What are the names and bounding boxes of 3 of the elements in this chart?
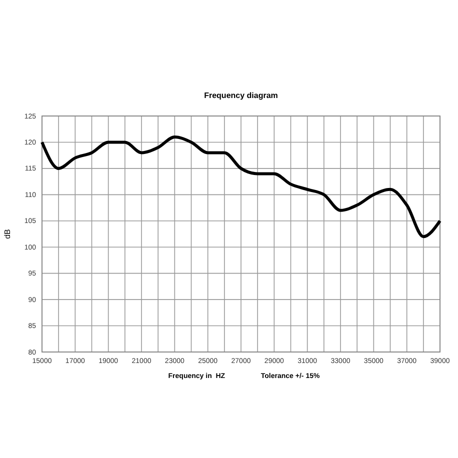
line-series [40, 135, 442, 238]
y-axis-title: dB [3, 229, 12, 239]
chart-title: Frequency diagram [204, 91, 278, 100]
